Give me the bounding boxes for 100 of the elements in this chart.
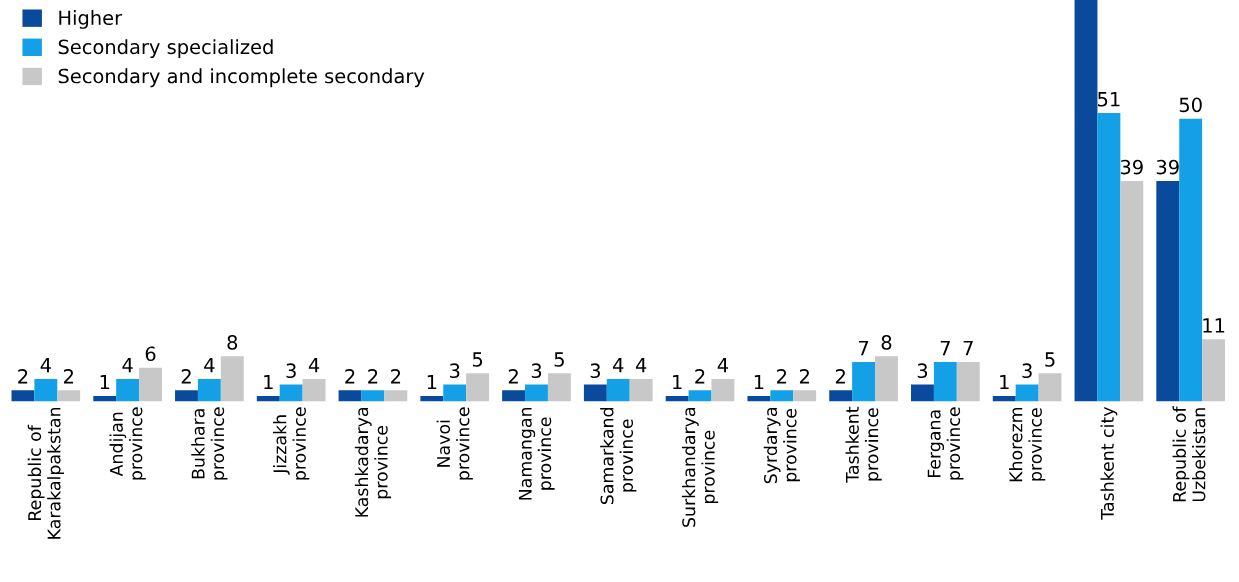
- bar: [11, 390, 35, 402]
- data-label: 7: [963, 340, 973, 356]
- bar: [220, 356, 244, 402]
- x-tick-label: Republic of Uzbekistan: [1172, 406, 1206, 502]
- x-tick-label: Tashkent city: [1100, 406, 1118, 520]
- bar: [629, 378, 653, 402]
- data-label: 4: [613, 357, 624, 373]
- bar: [911, 384, 934, 402]
- data-label: 4: [635, 357, 647, 373]
- bar: [793, 390, 817, 402]
- bar: [384, 390, 408, 402]
- bar: [1202, 339, 1226, 402]
- bar: [175, 390, 198, 402]
- bar: [338, 390, 362, 402]
- bar: [1156, 180, 1180, 402]
- bar: [1074, 0, 1098, 402]
- data-label: 2: [695, 369, 705, 384]
- data-label: 2: [368, 369, 378, 384]
- bar: [502, 390, 526, 402]
- x-tick-label: Samarkand province: [600, 408, 637, 505]
- x-tick-label: Republic of Karakalpakstan: [27, 407, 64, 539]
- bar: [57, 390, 81, 402]
- data-label: 4: [122, 357, 133, 373]
- data-label: 4: [308, 357, 320, 373]
- x-tick-label: Fergana province: [927, 407, 964, 480]
- data-label: 39: [1120, 159, 1143, 175]
- x-tick-label: Andijan province: [109, 407, 146, 480]
- data-label: 2: [777, 369, 787, 384]
- bar: [606, 378, 630, 402]
- data-label: 8: [881, 335, 892, 350]
- bar: [852, 361, 876, 402]
- x-tick-label: Tashkent province: [845, 406, 882, 483]
- bar: [1097, 113, 1121, 402]
- bar: [302, 378, 326, 402]
- x-tick-label: Namangan province: [518, 407, 555, 500]
- legend-label: Secondary and incomplete secondary: [58, 68, 425, 88]
- bar: [547, 373, 571, 402]
- data-label: 3: [450, 363, 460, 379]
- bar: [525, 384, 548, 402]
- data-label: 11: [1203, 318, 1225, 333]
- data-label: 3: [531, 363, 542, 379]
- bar: [139, 367, 162, 402]
- data-label: 1: [754, 374, 764, 390]
- x-tick-label: Surkhandarya province: [681, 408, 719, 527]
- x-tick-label: Navoi province: [436, 407, 473, 480]
- bar: [583, 384, 607, 402]
- bar: [956, 361, 980, 402]
- bar: [688, 390, 712, 402]
- data-label: 1: [1000, 374, 1009, 390]
- bar: [279, 384, 303, 402]
- data-label: 4: [40, 357, 51, 373]
- bar: [34, 378, 58, 402]
- data-label: 1: [427, 374, 437, 390]
- data-label: 2: [799, 369, 809, 384]
- x-tick-label: Syrdarya province: [763, 408, 800, 484]
- data-label: 5: [554, 352, 564, 367]
- bar: [933, 361, 957, 402]
- data-label: 2: [391, 369, 401, 384]
- data-label: 5: [1045, 352, 1055, 367]
- data-label: 51: [1098, 92, 1120, 107]
- bar: [829, 390, 853, 402]
- data-label: 8: [227, 335, 238, 350]
- data-label: 7: [940, 340, 950, 356]
- data-label: 1: [673, 374, 682, 390]
- bar: [875, 356, 898, 402]
- data-label: 2: [508, 369, 518, 384]
- data-label: 5: [472, 352, 483, 367]
- data-label: 7: [858, 340, 869, 356]
- x-tick-label: Jizzakh province: [273, 407, 310, 480]
- bar: [361, 390, 385, 402]
- bar: [1179, 118, 1203, 402]
- data-label: 3: [590, 363, 600, 379]
- data-label: 2: [345, 369, 355, 384]
- data-label: 1: [100, 374, 110, 390]
- bar: [197, 378, 221, 402]
- legend-label: Secondary specialized: [58, 39, 273, 58]
- bar: [466, 373, 490, 402]
- data-label: 2: [63, 369, 73, 384]
- data-label: 3: [1022, 363, 1032, 379]
- x-tick-label: Khorezm province: [1009, 407, 1046, 482]
- data-label: 4: [717, 357, 729, 373]
- data-label: 50: [1179, 97, 1202, 113]
- bar: [443, 384, 467, 402]
- data-label: 3: [917, 363, 928, 379]
- x-tick-label: Kashkadarya province: [354, 408, 392, 517]
- data-label: 6: [145, 346, 156, 362]
- bar: [1015, 384, 1039, 402]
- bar: [711, 378, 735, 402]
- data-label: 1: [264, 374, 273, 390]
- data-label: 2: [181, 369, 191, 384]
- data-label: 2: [18, 369, 28, 384]
- bar: [116, 378, 140, 402]
- data-label: 2: [835, 369, 845, 384]
- bar: [1120, 180, 1144, 402]
- data-label: 39: [1156, 159, 1179, 175]
- x-tick-label: Bukhara province: [191, 407, 228, 480]
- data-label: 3: [286, 363, 296, 379]
- legend-label: Higher: [59, 10, 123, 29]
- bar: [1038, 373, 1062, 402]
- bar: [770, 390, 794, 402]
